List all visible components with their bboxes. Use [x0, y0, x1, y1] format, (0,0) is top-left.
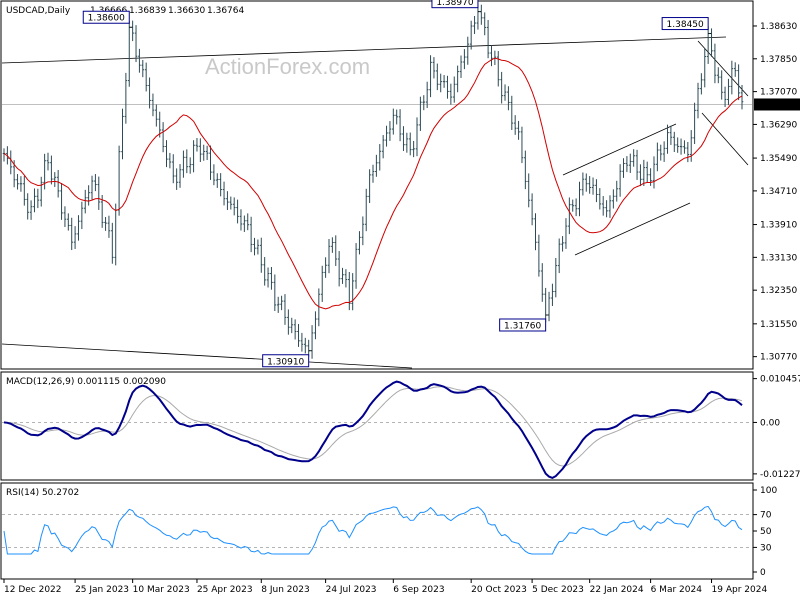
price-label: 1.38970	[436, 0, 473, 8]
price-label-box	[262, 354, 310, 368]
price-label-box	[661, 17, 709, 31]
last-price-layer: 1.36764	[754, 98, 800, 111]
ohlc-close: 1.36764	[207, 6, 244, 16]
macd-panel-frame	[0, 371, 754, 481]
price-y-tick-label: 1.38630	[760, 22, 797, 32]
price-label-box	[82, 10, 130, 24]
price-y-tick-label: 1.33910	[760, 221, 797, 231]
rsi-layer: 100 70 50 30 0	[2, 486, 777, 578]
date-tick-label: 22 Jan 2024	[590, 585, 644, 595]
price-label: 1.30910	[267, 357, 304, 367]
price-label: 1.31760	[504, 321, 541, 331]
date-tick-label: 6 Mar 2024	[651, 585, 703, 595]
date-tick-label: 6 Sep 2023	[393, 585, 444, 595]
rsi-y-tick-label: 30	[760, 543, 772, 553]
y-axis-layer: 1.38630 1.37850 1.37070 1.36290 1.35490 1.347…	[753, 22, 797, 363]
price-y-tick-label: 1.36290	[760, 120, 797, 130]
lower-trendline	[1, 343, 413, 369]
x-axis-layer: 12 Dec 2022 25 Jan 2023 10 Mar 2023 25 Apr …	[3, 579, 768, 595]
date-tick-label: 12 Dec 2022	[4, 585, 62, 595]
price-label: 1.38450	[667, 20, 704, 30]
price-y-tick-label: 1.30770	[760, 353, 797, 363]
date-tick-label: 20 Oct 2023	[471, 585, 527, 595]
wedge-lower-line	[701, 112, 749, 166]
price-y-tick-label: 1.31550	[760, 320, 797, 330]
price-y-tick-label: 1.37850	[760, 55, 797, 65]
price-y-tick-label: 1.35490	[760, 154, 797, 164]
macd-y-tick-label: -0.012276	[760, 470, 800, 480]
date-tick-label: 25 Apr 2023	[197, 585, 253, 595]
rsi-line	[3, 505, 743, 555]
price-panel-title: USDCAD,Daily	[6, 6, 71, 16]
date-tick-label: 24 Jul 2023	[326, 585, 377, 595]
rsi-panel-title: RSI(14) 50.2702	[6, 488, 79, 498]
date-tick-label: 10 Mar 2023	[133, 585, 190, 595]
price-label-box	[499, 318, 547, 332]
macd-panel-title: MACD(12,26,9) 0.001115 0.002090	[6, 377, 166, 387]
price-label-box	[431, 0, 479, 9]
rsi-y-tick-label: 70	[760, 511, 772, 521]
macd-y-tick-label: 0.00	[760, 418, 780, 428]
ohlc-high: 1.36839	[129, 6, 166, 16]
price-y-tick-label: 1.33130	[760, 253, 797, 263]
price-y-tick-label: 1.34710	[760, 187, 797, 197]
rsi-y-tick-label: 0	[760, 568, 766, 578]
annotations-layer: 1.38600 1.30910 1.38970 1.31760 1.38450	[82, 0, 712, 368]
last-price-tag	[754, 98, 800, 111]
macd-signal-line	[3, 386, 743, 467]
rsi-y-tick-label: 100	[760, 486, 777, 496]
upper-trendline	[1, 36, 727, 64]
price-y-tick-label: 1.37070	[760, 88, 797, 98]
price-bars-layer	[2, 3, 744, 359]
macd-y-tick-label: 0.010457	[760, 375, 800, 385]
ohlc-low: 1.36630	[168, 6, 205, 16]
macd-layer: 0.010457 0.00 -0.012276	[2, 375, 800, 480]
moving-average-layer	[3, 57, 743, 310]
date-tick-label: 25 Jan 2023	[75, 585, 129, 595]
price-y-tick-label: 1.32350	[760, 286, 797, 296]
macd-line	[3, 380, 743, 479]
date-tick-label: 5 Dec 2023	[532, 585, 584, 595]
price-panel-frame	[0, 0, 754, 370]
price-label: 1.38600	[88, 14, 125, 24]
channel-lower-line	[574, 202, 691, 256]
watermark: ActionForex.com	[205, 54, 370, 79]
date-tick-label: 19 Apr 2024	[712, 585, 768, 595]
last-price-value: 1.36764	[759, 101, 796, 111]
rsi-y-tick-label: 50	[760, 527, 772, 537]
date-tick-label: 8 Jun 2023	[261, 585, 309, 595]
trendlines-layer	[1, 36, 752, 369]
channel-upper-line	[562, 123, 677, 176]
moving-average-line	[3, 57, 743, 310]
wedge-upper-line	[697, 40, 749, 97]
